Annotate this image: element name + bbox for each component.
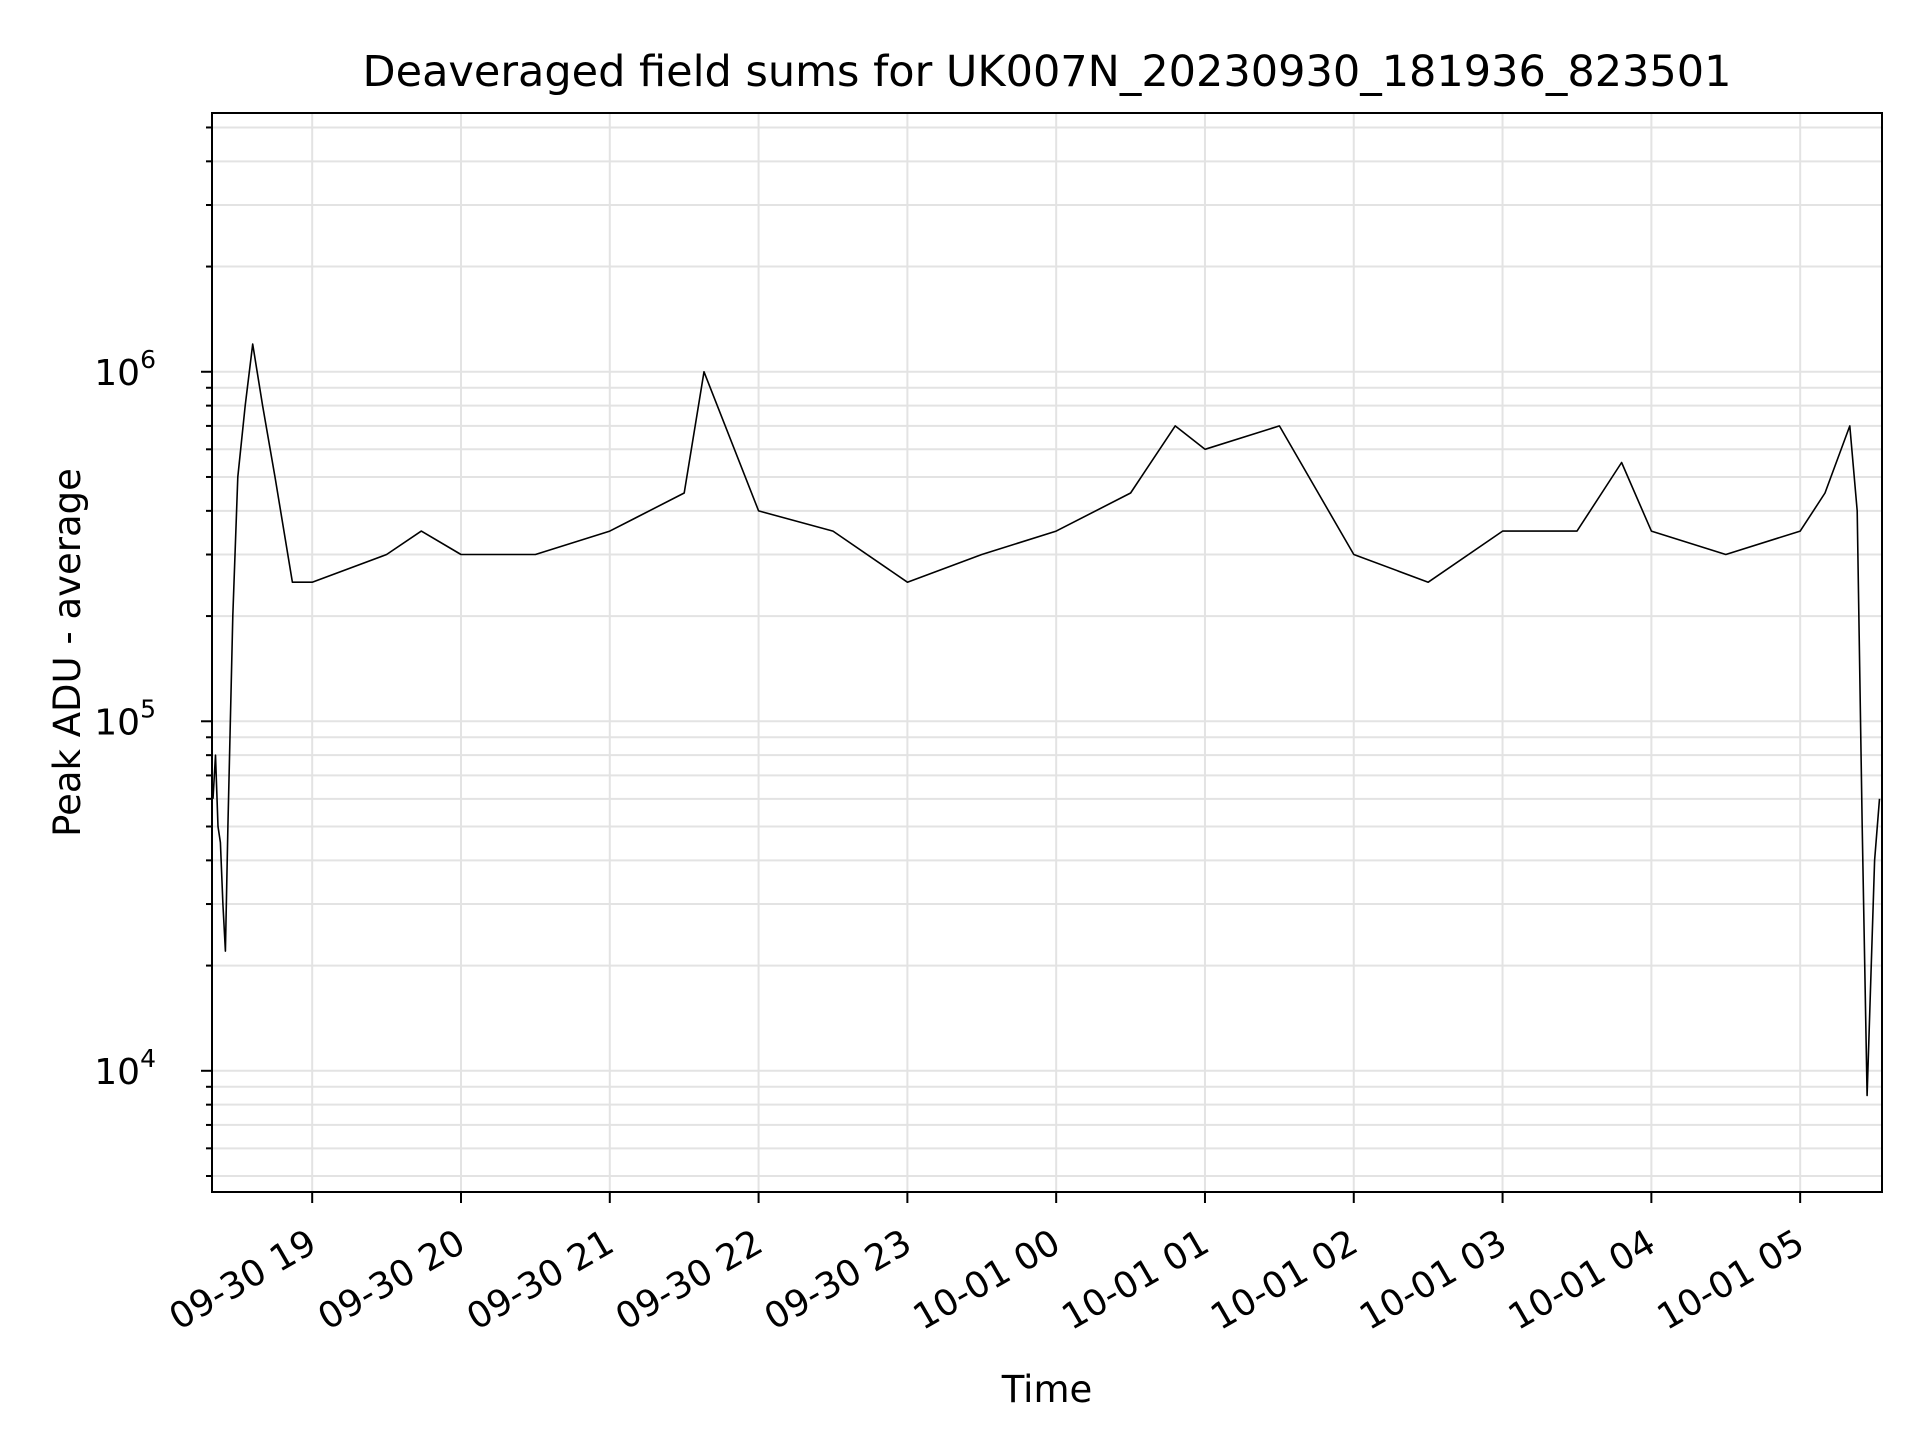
y-tick-label: 104 bbox=[94, 1044, 156, 1093]
x-axis-label: Time bbox=[1001, 1368, 1093, 1411]
y-tick-label: 105 bbox=[94, 694, 156, 743]
series-line bbox=[212, 343, 1881, 1097]
plot-frame bbox=[211, 112, 1883, 1193]
data-series bbox=[212, 343, 1881, 1097]
chart-title: Deaveraged field sums for UK007N_2023093… bbox=[363, 47, 1732, 97]
y-tick-label: 106 bbox=[94, 345, 156, 394]
grid bbox=[212, 113, 1882, 1192]
y-axis-label: Peak ADU - average bbox=[46, 468, 89, 837]
